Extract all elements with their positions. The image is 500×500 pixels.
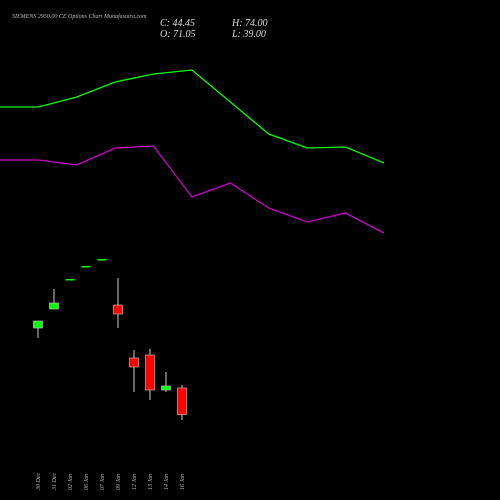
x-tick-label: 02 Jan bbox=[68, 474, 74, 490]
x-tick-label: 09 Jan bbox=[116, 474, 122, 490]
candle-body bbox=[49, 302, 59, 310]
open-label: O: 71.05 bbox=[160, 29, 196, 40]
candle-body bbox=[145, 354, 155, 391]
indicator-line bbox=[0, 69, 385, 164]
x-tick-label: 30 Dec bbox=[36, 473, 42, 491]
x-tick-label: 12 Jan bbox=[132, 474, 138, 490]
candle-body bbox=[113, 304, 123, 315]
x-tick-label: 07 Jan bbox=[100, 474, 106, 490]
x-tick-label: 16 Jan bbox=[180, 474, 186, 490]
x-tick-label: 14 Jan bbox=[163, 474, 170, 490]
candle-body bbox=[129, 357, 139, 368]
candle-body bbox=[177, 387, 187, 415]
low-label: L: 39.00 bbox=[231, 29, 266, 40]
chart-title: SIEMENS 2950.00 CE Options Chart Munafas… bbox=[12, 13, 147, 20]
x-tick-label: 06 Jan bbox=[84, 474, 90, 490]
close-label: C: 44.45 bbox=[160, 18, 195, 29]
high-label: H: 74.00 bbox=[231, 18, 268, 29]
candle-body bbox=[65, 279, 75, 281]
candle-body bbox=[161, 385, 171, 391]
candle-body bbox=[97, 259, 107, 261]
candle-body bbox=[81, 266, 91, 268]
candle-body bbox=[33, 320, 43, 329]
x-tick-label: 13 Jan bbox=[148, 474, 154, 490]
x-tick-label: 31 Dec bbox=[52, 473, 58, 491]
indicator-line bbox=[0, 145, 385, 234]
